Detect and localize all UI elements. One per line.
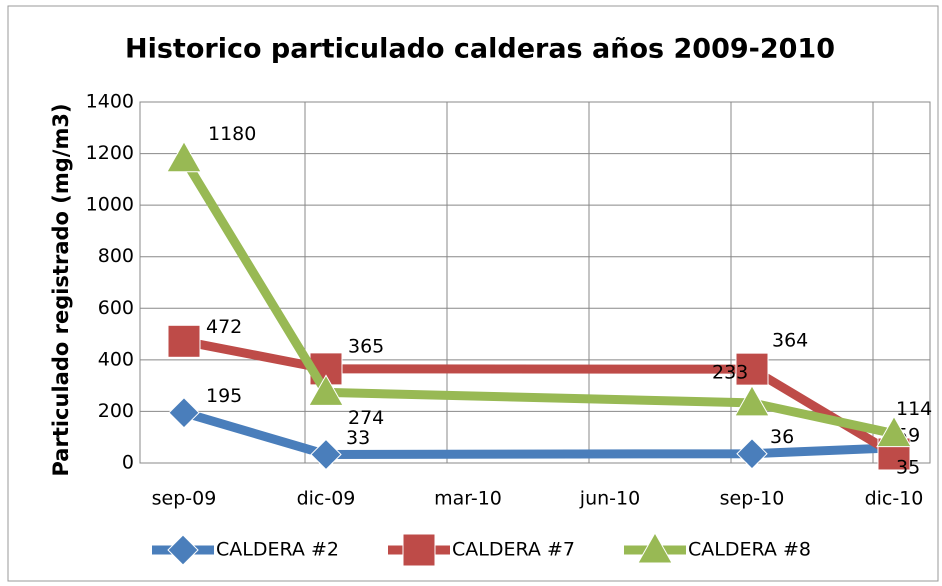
x-tick-label: dic-10 <box>865 488 924 510</box>
y-tick-label: 0 <box>122 452 134 474</box>
x-tick-label: mar-10 <box>434 488 502 510</box>
y-tick-label: 600 <box>98 297 134 319</box>
series-line <box>183 336 897 458</box>
point-marker <box>734 384 770 417</box>
legend-marker <box>402 533 436 567</box>
point-marker <box>166 140 202 173</box>
data-label: 1180 <box>208 123 256 145</box>
point-marker <box>310 438 342 471</box>
series-line <box>182 408 895 459</box>
legend-label: CALDERA #7 <box>452 539 575 561</box>
point-marker <box>168 397 200 429</box>
y-tick-label: 200 <box>98 400 134 422</box>
legend-marker <box>167 534 199 566</box>
data-label: 472 <box>206 316 242 338</box>
x-tick-label: dic-09 <box>297 488 356 510</box>
data-label: 35 <box>896 456 920 478</box>
point-marker <box>876 415 912 448</box>
series-line <box>180 156 895 439</box>
legend-label: CALDERA #8 <box>688 539 811 561</box>
data-label: 233 <box>712 361 748 383</box>
y-tick-label: 800 <box>98 245 134 267</box>
chart-title: Historico particulado calderas años 2009… <box>125 34 835 65</box>
data-label: 114 <box>896 398 932 420</box>
data-label: 33 <box>346 427 370 449</box>
point-marker <box>736 438 768 470</box>
x-tick-label: sep-10 <box>720 488 785 510</box>
point-marker <box>735 352 769 386</box>
y-tick-label: 1400 <box>86 91 134 113</box>
y-tick-label: 1200 <box>86 142 134 164</box>
legend-label: CALDERA #2 <box>216 539 339 561</box>
data-label: 36 <box>770 426 794 448</box>
y-tick-label: 400 <box>98 348 134 370</box>
x-tick-label: jun-10 <box>579 488 640 510</box>
data-label: 365 <box>348 335 384 357</box>
data-label: 364 <box>772 330 808 352</box>
y-tick-label: 1000 <box>86 194 134 216</box>
point-marker <box>167 324 201 358</box>
x-tick-label: sep-09 <box>152 488 217 510</box>
legend-marker <box>637 531 673 564</box>
y-axis-label: Particulado registrado (mg/m3) <box>49 103 73 476</box>
data-label: 195 <box>206 385 242 407</box>
data-label: 274 <box>348 407 384 429</box>
point-marker <box>308 374 344 406</box>
